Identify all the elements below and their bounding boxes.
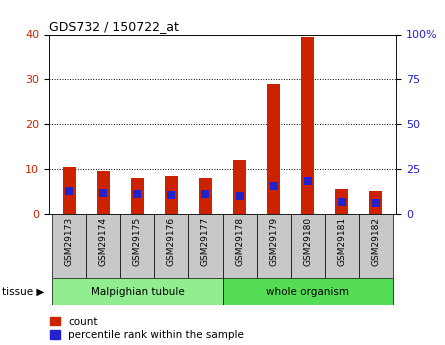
Bar (222, 278, 392, 305)
Point (338, 199, 345, 205)
Text: GSM29177: GSM29177 (201, 217, 210, 266)
Bar (63, 167, 76, 214)
Point (100, 190, 107, 196)
Text: GDS732 / 150722_at: GDS732 / 150722_at (49, 20, 179, 33)
Point (134, 191, 141, 197)
Bar (222, 214, 256, 278)
Bar (86, 214, 121, 278)
Bar (335, 189, 348, 214)
Text: GSM29178: GSM29178 (235, 217, 244, 266)
Bar (359, 214, 392, 278)
Bar (301, 37, 314, 214)
Bar (233, 160, 247, 214)
Point (168, 192, 175, 198)
Text: GSM29182: GSM29182 (371, 217, 380, 266)
Point (304, 178, 311, 184)
Text: GSM29173: GSM29173 (65, 217, 74, 266)
Bar (256, 214, 291, 278)
Bar (369, 191, 382, 214)
Point (202, 191, 209, 197)
Bar (324, 214, 359, 278)
Text: GSM29176: GSM29176 (167, 217, 176, 266)
Bar (291, 214, 324, 278)
Point (270, 183, 277, 189)
Bar (267, 84, 280, 214)
Bar (189, 214, 222, 278)
Point (372, 200, 379, 206)
Bar (131, 178, 144, 214)
Bar (53, 214, 86, 278)
Bar (165, 176, 178, 214)
Text: whole organism: whole organism (266, 287, 349, 297)
Text: GSM29180: GSM29180 (303, 217, 312, 266)
Bar (121, 214, 154, 278)
Point (66, 188, 73, 193)
Bar (97, 171, 110, 214)
Text: GSM29175: GSM29175 (133, 217, 142, 266)
Text: GSM29174: GSM29174 (99, 217, 108, 266)
Bar (154, 214, 189, 278)
Bar (198, 178, 212, 214)
Text: Malpighian tubule: Malpighian tubule (90, 287, 184, 297)
Legend: count, percentile rank within the sample: count, percentile rank within the sample (50, 317, 244, 340)
Point (236, 193, 243, 199)
Text: GSM29181: GSM29181 (337, 217, 346, 266)
Text: tissue ▶: tissue ▶ (2, 287, 44, 297)
Bar (53, 278, 222, 305)
Text: GSM29179: GSM29179 (269, 217, 278, 266)
